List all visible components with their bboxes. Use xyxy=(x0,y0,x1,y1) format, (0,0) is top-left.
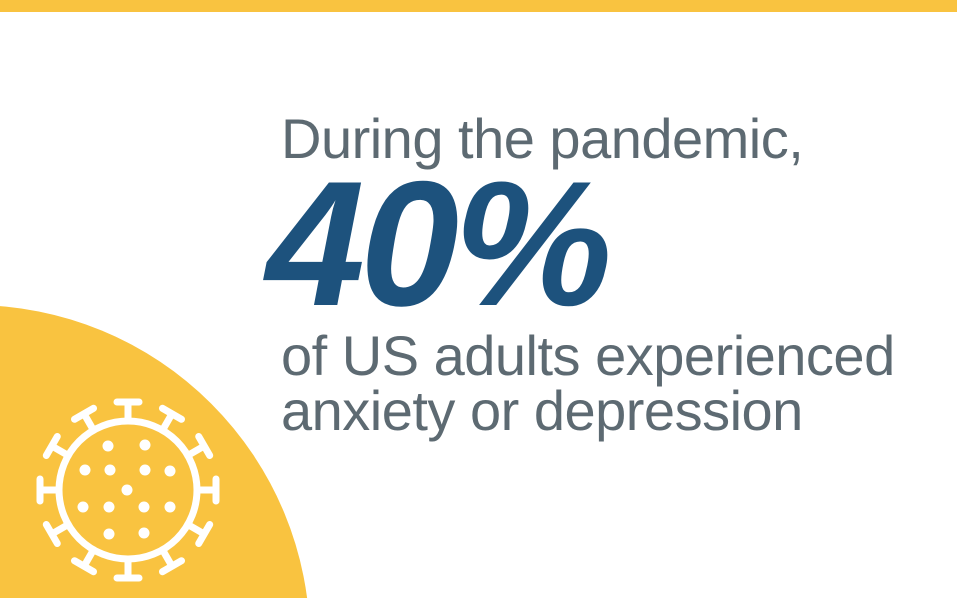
intro-line: During the pandemic, xyxy=(281,107,804,170)
detail-line-2: anxiety or depression xyxy=(281,379,803,442)
detail-lines: of US adults experienced anxiety or depr… xyxy=(281,324,895,442)
stat-value: 40% xyxy=(266,144,612,343)
detail-line-1: of US adults experienced xyxy=(281,324,895,387)
coronavirus-icon xyxy=(28,390,228,590)
top-accent-bar xyxy=(0,0,957,12)
